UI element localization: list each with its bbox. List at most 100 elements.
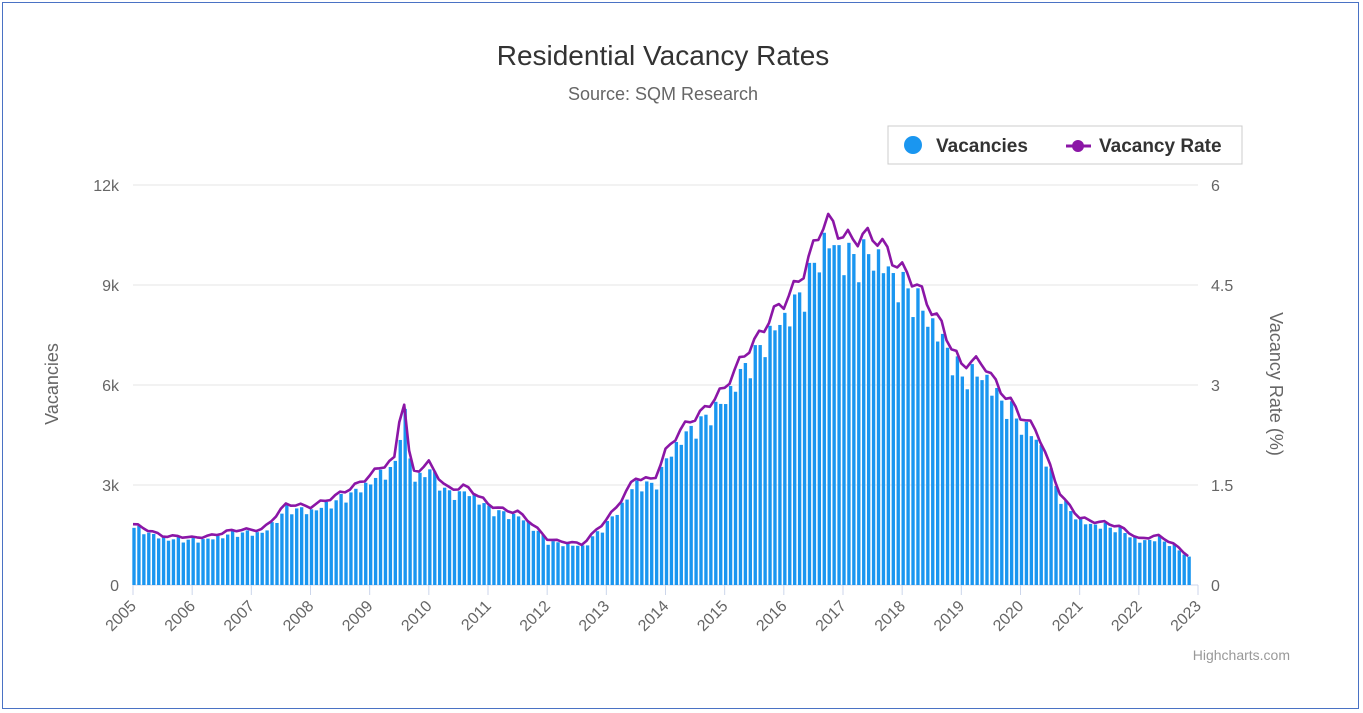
vacancies-bar (507, 519, 511, 585)
vacancies-bar (862, 239, 866, 585)
vacancies-bar (526, 521, 531, 585)
chart-title: Residential Vacancy Rates (497, 40, 830, 71)
vacancies-bar (561, 546, 565, 585)
vacancies-bar (985, 374, 989, 585)
vacancies-bar (186, 539, 190, 585)
legend[interactable]: Vacancies Vacancy Rate (887, 125, 1243, 165)
right-tick-label: 4.5 (1211, 278, 1233, 295)
vacancies-bar (1000, 400, 1004, 585)
right-axis-title: Vacancy Rate (%) (1266, 312, 1286, 456)
vacancies-bar (176, 536, 181, 585)
legend-vacancies-label[interactable]: Vacancies (936, 136, 1028, 157)
vacancies-bar (970, 364, 974, 585)
vacancies-bar (502, 511, 506, 585)
vacancies-bar (793, 294, 797, 585)
vacancies-bar (625, 499, 629, 585)
x-tick-label: 2008 (280, 598, 317, 635)
vacancies-bar (955, 356, 960, 585)
x-axis-ticks: 2005 2006 2007 2008 2009 2010 2011 2012 2013 2014… (103, 585, 1205, 635)
vacancies-bar (457, 491, 462, 585)
vacancies-bar (1182, 554, 1186, 585)
vacancies-bar (230, 530, 235, 585)
vacancies-bar (1133, 536, 1137, 585)
left-tick-label: 0 (110, 578, 119, 595)
vacancies-bar (857, 282, 861, 585)
vacancies-bar (738, 368, 743, 585)
vacancies-bar (866, 254, 871, 585)
vacancies-bar (438, 490, 442, 585)
vacancies-bar (551, 541, 555, 585)
x-tick-label: 2006 (162, 598, 199, 635)
vacancies-bar (733, 391, 738, 585)
right-tick-label: 0 (1211, 578, 1220, 595)
vacancies-bar (980, 380, 984, 585)
vacancies-bar (674, 441, 679, 585)
vacancies-bar (403, 408, 407, 585)
vacancies-bar (719, 403, 723, 585)
credits[interactable]: Highcharts.com (1193, 647, 1290, 663)
vacancies-bar (812, 262, 817, 585)
vacancies-bar (995, 387, 999, 585)
vacancies-bar (585, 545, 590, 585)
x-tick-label: 2007 (221, 598, 258, 635)
vacancies-bar (566, 543, 570, 585)
vacancies-bar (462, 491, 467, 585)
vacancies-bar (950, 375, 955, 585)
vacancies-bar (1167, 546, 1172, 585)
vacancies-bar (290, 514, 294, 585)
vacancies-bar (1123, 533, 1127, 585)
vacancies-bar (541, 534, 545, 585)
left-axis-ticks: 0 3k 6k 9k 12k (93, 178, 120, 595)
vacancies-bar (235, 536, 240, 585)
vacancies-bar (250, 535, 255, 585)
vacancies-bar (531, 530, 536, 585)
vacancies-bar (285, 505, 289, 585)
vacancies-bar (773, 330, 777, 585)
vacancies-bar (940, 333, 945, 585)
vacancy-rate-polyline (132, 212, 1189, 558)
vacancies-bar (783, 312, 787, 585)
vacancies-bar (201, 539, 205, 585)
vacancies-bar (684, 431, 688, 585)
vacancies-bar (147, 532, 151, 585)
vacancies-bar (314, 510, 319, 585)
vacancies-bar (945, 347, 950, 585)
x-tick-label: 2020 (990, 598, 1027, 635)
vacancies-bar (196, 542, 200, 585)
vacancies-bar (1128, 537, 1132, 585)
vacancies-bar (852, 254, 856, 585)
vacancies-bar (891, 273, 895, 585)
vacancies-bar (1049, 468, 1053, 585)
left-tick-label: 12k (93, 178, 120, 195)
vacancies-bar (1039, 445, 1043, 585)
vacancies-bar (694, 438, 698, 585)
legend-rate-label[interactable]: Vacancy Rate (1099, 136, 1222, 157)
vacancies-bar (753, 345, 757, 585)
vacancies-bar (226, 534, 230, 585)
vacancies-bar (610, 516, 614, 585)
vacancies-bar (309, 509, 314, 585)
vacancies-bar (324, 501, 328, 585)
vacancies-bar (265, 530, 269, 585)
vacancies-bar (871, 270, 876, 585)
vacancies-bar (245, 530, 250, 585)
vacancies-bar (275, 522, 279, 585)
vacancies-bar (768, 325, 772, 585)
x-tick-label: 2021 (1049, 598, 1086, 635)
vacancies-bar (270, 522, 274, 585)
vacancies-bar (137, 525, 141, 585)
vacancies-bar (511, 513, 516, 585)
vacancies-bar (876, 249, 881, 585)
x-tick-label: 2013 (576, 598, 613, 635)
vacancies-bar (837, 245, 841, 585)
vacancies-bar (571, 545, 575, 585)
vacancies-bar (492, 516, 496, 585)
vacancies-bar (1157, 535, 1162, 585)
vacancies-bar (364, 482, 368, 585)
right-tick-label: 1.5 (1211, 478, 1233, 495)
vacancies-bar (373, 477, 378, 585)
vacancies-bar (1044, 466, 1048, 585)
vacancies-bar (1148, 539, 1152, 585)
vacancies-bar (748, 378, 752, 585)
